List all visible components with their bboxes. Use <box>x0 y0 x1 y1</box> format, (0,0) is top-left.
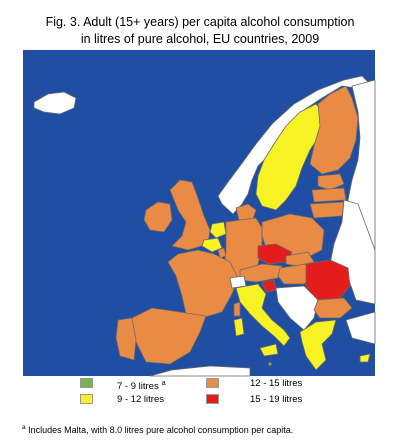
country-malta <box>267 361 272 366</box>
legend-label: 9 - 12 litres <box>117 394 164 405</box>
legend-swatch <box>80 378 93 388</box>
figure-title-line-2: in litres of pure alcohol, EU countries,… <box>80 32 320 46</box>
legend-footnote-marker: a <box>161 380 166 387</box>
region-turkey <box>345 311 376 345</box>
country-ireland <box>143 201 173 233</box>
country-estonia <box>317 173 345 191</box>
region-belarus-ukraine <box>329 199 376 305</box>
region-switzerland <box>229 275 247 289</box>
country-greece <box>299 319 337 371</box>
country-iceland <box>33 91 77 115</box>
legend-label: 12 - 15 litres <box>250 378 303 389</box>
country-latvia <box>311 187 347 203</box>
country-italy-sardinia <box>233 317 245 337</box>
legend-swatch <box>206 394 219 404</box>
legend-swatch <box>206 378 219 388</box>
country-italy <box>235 283 291 347</box>
country-cyprus <box>359 353 371 363</box>
footnote-text: Includes Malta, with 8.0 litres pure alc… <box>25 425 294 435</box>
country-united-kingdom <box>169 179 211 251</box>
country-belgium <box>201 237 223 253</box>
country-bulgaria <box>313 297 353 319</box>
country-romania <box>305 259 351 301</box>
figure-title-line-1: Fig. 3. Adult (15+ years) per capita alc… <box>45 15 355 29</box>
country-lithuania <box>309 201 345 219</box>
legend-swatch <box>80 394 93 404</box>
country-netherlands <box>209 221 227 239</box>
region-western-balkans <box>275 285 319 331</box>
figure-title: Fig. 3. Adult (15+ years) per capita alc… <box>0 14 400 48</box>
region-north-africa <box>149 365 251 377</box>
footnote: a Includes Malta, with 8.0 litres pure a… <box>22 424 293 435</box>
country-finland <box>309 85 359 175</box>
country-france-corsica <box>233 301 241 317</box>
country-france <box>167 249 239 319</box>
legend-label: 7 - 9 litres <box>117 381 159 393</box>
legend-label: 15 - 19 litres <box>250 394 303 405</box>
country-italy-sicily <box>259 343 279 357</box>
country-portugal <box>115 317 137 361</box>
footnote-marker: a <box>22 424 26 431</box>
